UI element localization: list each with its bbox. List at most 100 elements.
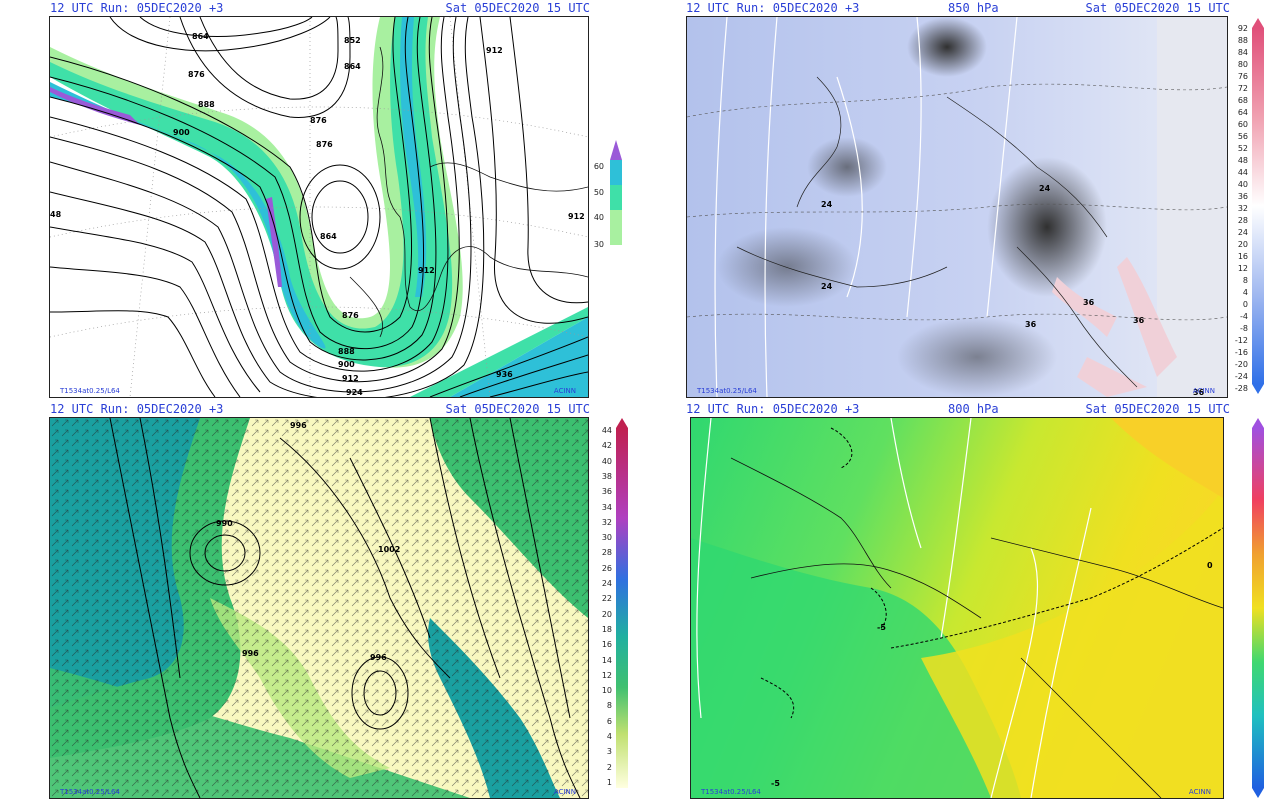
colorbar-label: 34 (601, 502, 612, 512)
colorbar-label: -20 (1234, 360, 1248, 369)
cloud-mass-north (907, 17, 987, 77)
colorbar-label: 76 (1237, 72, 1248, 81)
colorbar-label: 8 (1242, 276, 1248, 285)
cloud-mass-southwest (717, 227, 857, 307)
colorbar-label: 52 (1237, 144, 1248, 153)
colorbar-label: 12 (601, 670, 612, 680)
colorbar-label: 92 (1237, 24, 1248, 33)
colorbar-label: 8 (606, 701, 612, 711)
contour-label: 24 (821, 200, 833, 209)
panel1-valid: Sat 05DEC2020 15 UTC (445, 1, 591, 15)
colorbar-label: 84 (1237, 48, 1248, 57)
panel1-header: 12 UTC Run: 05DEC2020 +3 Sat 05DEC2020 1… (50, 1, 590, 15)
panel3-map-wind: 996 990 1002 996 996 T1534at0.25/L64 ACI… (49, 417, 589, 799)
contour-label: 912 (568, 212, 585, 221)
panel3-contour-labels: 996 990 1002 996 996 (216, 421, 400, 662)
colorbar-label: -12 (1234, 336, 1248, 345)
panel2-svg: 24 24 24 36 36 36 36 (687, 17, 1227, 397)
colorbar-label: 72 (1237, 84, 1248, 93)
colorbar-label: 16 (601, 640, 612, 650)
contour-label: 876 (188, 70, 205, 79)
contour-label: 912 (342, 374, 359, 383)
colorbar-label: -4 (1240, 312, 1248, 321)
panel4-svg: -5 -5 0 (691, 418, 1223, 798)
panel3-valid: Sat 05DEC2020 15 UTC (445, 402, 591, 416)
panel2-isotherms (714, 17, 1018, 397)
colorbar-label: 12 (1237, 264, 1248, 273)
colorbar-label: 24 (1237, 228, 1248, 237)
yellow-region (921, 488, 1223, 798)
panel3-colorbar: 44 42 40 38 36 34 32 30 28 26 24 22 20 18 16 14 12 10 8 6 4 3… (598, 418, 638, 798)
contour-label: 36 (1193, 388, 1205, 397)
panel1-footer-left: T1534at0.25/L64 (60, 387, 120, 395)
panel2-valid: Sat 05DEC2020 15 UTC (1085, 1, 1231, 15)
panel1-graticule (50, 17, 588, 397)
colorbar-label: 28 (1237, 216, 1248, 225)
panel4-header: 12 UTC Run: 05DEC2020 +3 800 hPa Sat 05D… (686, 402, 1230, 416)
colorbar-label: 2 (606, 762, 612, 772)
panel2-footer-right: ACINN (1192, 387, 1215, 395)
panel4-footer-right: ACINN (1188, 788, 1211, 796)
contour-label: 912 (486, 46, 503, 55)
colorbar-label: 80 (1237, 60, 1248, 69)
colorbar-label: 32 (1237, 204, 1248, 213)
panel4-colorbar-svg (1252, 418, 1264, 798)
panel3-footer-left: T1534at0.25/L64 (60, 788, 120, 796)
panel2-contour-labels: 24 24 24 36 36 36 36 (821, 184, 1205, 397)
panel2-level: 850 hPa (948, 1, 999, 15)
panel2-footer-left: T1534at0.25/L64 (697, 387, 757, 395)
panel1-contour-labels: 864 852 864 876 888 876 900 912 876 864 … (50, 32, 585, 397)
colorbar-label: 20 (601, 609, 612, 619)
panel1-svg: 864 852 864 876 888 876 900 912 876 864 … (50, 17, 588, 397)
panel2-colorbar-svg (1252, 18, 1264, 394)
panel4-colorbar (1236, 418, 1266, 798)
cloud-mass-central (987, 157, 1107, 297)
contour-label: 900 (173, 128, 190, 137)
colorbar-label: 3 (606, 747, 612, 757)
colorbar-label: 4 (1242, 288, 1248, 297)
colorbar-label: 24 (601, 579, 612, 589)
colorbar-label: -16 (1234, 348, 1248, 357)
contour-label: 24 (821, 282, 833, 291)
contour-label: 996 (290, 421, 307, 430)
colorbar-label: 88 (1237, 36, 1248, 45)
colorbar-label: 4 (606, 732, 612, 742)
contour-label: 876 (316, 140, 333, 149)
panel3-run: 12 UTC Run: 05DEC2020 +3 (50, 402, 224, 416)
panel4-level: 800 hPa (948, 402, 999, 416)
panel4-isotherms (696, 418, 1092, 798)
colorbar-label: 20 (1237, 240, 1248, 249)
contour-label: 36 (1083, 298, 1095, 307)
panel2-map-850hpa: 24 24 24 36 36 36 36 T1534at0.25/L64 ACI… (686, 16, 1228, 398)
colorbar-label: 30 (593, 240, 604, 249)
colorbar-label: 32 (601, 517, 612, 527)
colorbar-label: 16 (1237, 252, 1248, 261)
orange-region (1111, 418, 1223, 498)
contour-label: 36 (1025, 320, 1037, 329)
panel4-zero-contours (760, 427, 1223, 719)
contour-label: 924 (346, 388, 363, 397)
contour-label: 852 (344, 36, 361, 45)
panel3-colorbar-svg (616, 418, 628, 788)
colorbar-label: 18 (601, 624, 612, 634)
colorbar-label: 50 (593, 188, 604, 197)
contour-label: -5 (771, 779, 780, 788)
colorbar-label: 36 (1237, 192, 1248, 201)
panel3-isobars (109, 418, 581, 798)
contour-label: 48 (50, 210, 62, 219)
contour-label: 912 (418, 266, 435, 275)
colorbar-label: 44 (601, 426, 612, 435)
colorbar-label: 10 (601, 686, 612, 696)
cloud-mass-west (807, 137, 887, 197)
colorbar-label: 28 (601, 548, 612, 558)
contour-label: 888 (198, 100, 215, 109)
panel1-map-jet-geopotential: 864 852 864 876 888 876 900 912 876 864 … (49, 16, 589, 398)
contour-label: 990 (216, 519, 233, 528)
colorbar-label: 40 (601, 456, 612, 466)
colorbar-label: 30 (601, 533, 612, 543)
panel2-coastlines (736, 76, 1138, 388)
colorbar-label: 40 (1237, 180, 1248, 189)
contour-label: 864 (344, 62, 361, 71)
panel1-run: 12 UTC Run: 05DEC2020 +3 (50, 1, 224, 15)
colorbar-label: 42 (601, 441, 612, 451)
